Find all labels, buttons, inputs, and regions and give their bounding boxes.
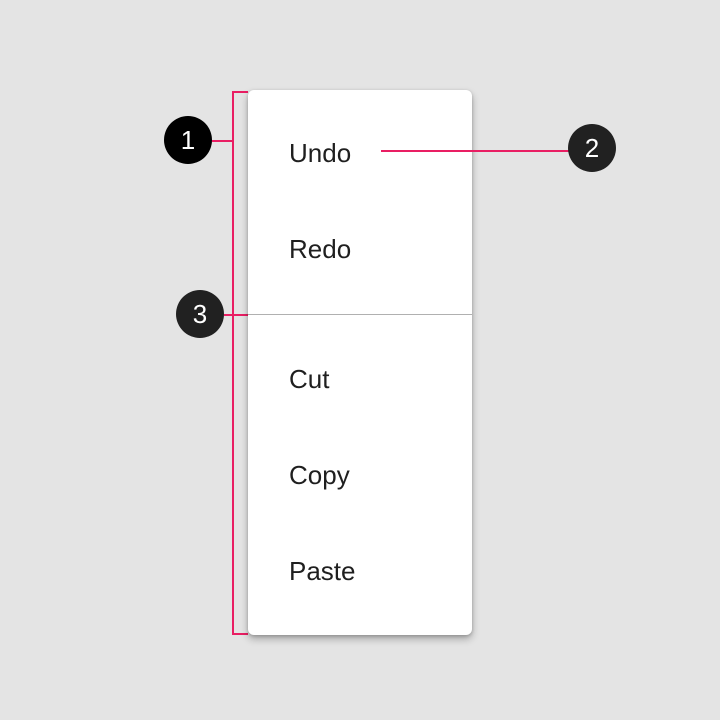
menu-item-paste[interactable]: Paste (289, 556, 356, 586)
callout-badge-2: 2 (568, 124, 616, 172)
menu-item-undo[interactable]: Undo (289, 138, 352, 168)
callout-badge-1: 1 (164, 116, 212, 164)
menu-divider (248, 314, 472, 315)
container-bracket-line (232, 91, 234, 635)
callout-3-leader-line (224, 314, 248, 316)
callout-badge-3: 3 (176, 290, 224, 338)
menu-item-cut[interactable]: Cut (289, 364, 330, 394)
callout-2-leader-line (381, 150, 571, 152)
menu-item-redo[interactable]: Redo (289, 234, 352, 264)
callout-1-leader-line (212, 140, 232, 142)
container-bracket-top-tick (232, 91, 248, 93)
menu-item-copy[interactable]: Copy (289, 460, 350, 490)
container-bracket-bottom-tick (232, 633, 248, 635)
menu-container: Undo Redo Cut Copy Paste (248, 90, 472, 635)
